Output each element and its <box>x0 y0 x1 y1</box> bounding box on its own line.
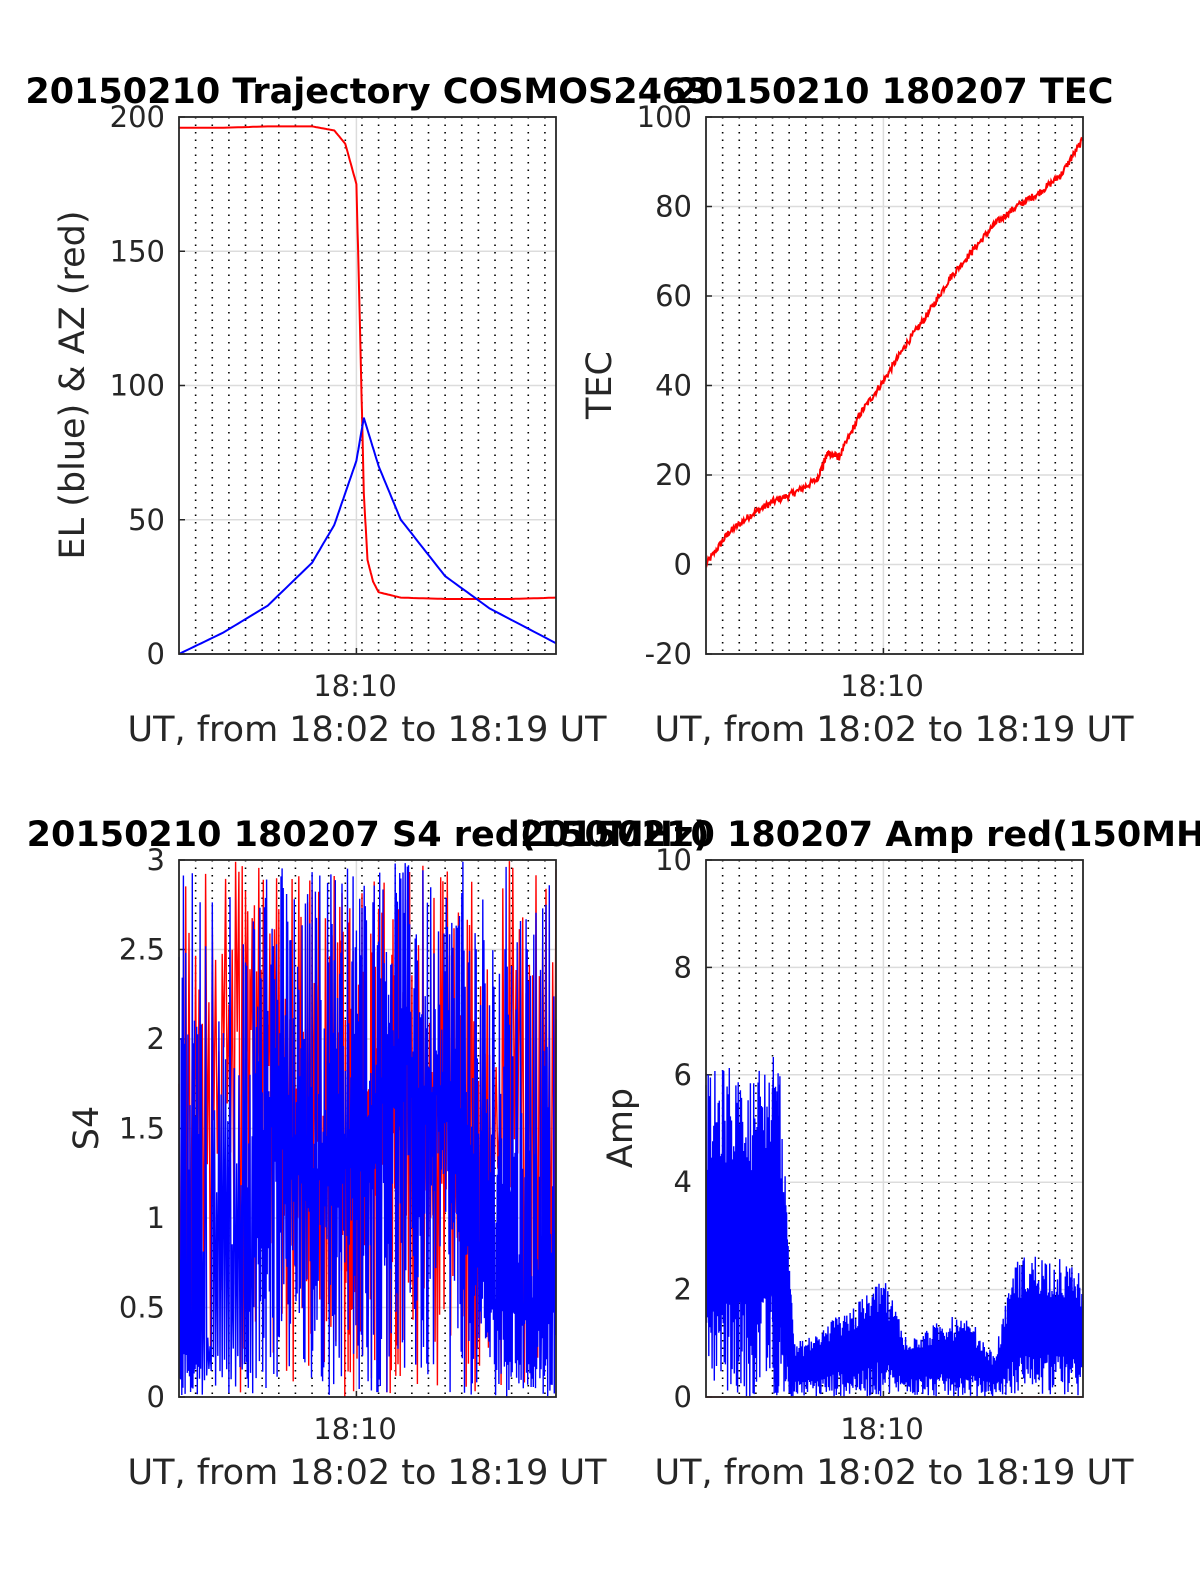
xtick-label-tec: 18:10 <box>840 669 924 703</box>
ytick-label: 0.5 <box>119 1291 165 1325</box>
ytick-label: 100 <box>110 369 165 403</box>
yticks-tec: -20 0 20 40 60 80 100 <box>637 100 692 671</box>
ytick-label: 8 <box>674 950 692 984</box>
ytick-label: 150 <box>110 234 165 268</box>
series-line-0 <box>179 125 557 600</box>
ytick-label: 80 <box>655 190 692 224</box>
series-line-1 <box>178 417 557 655</box>
series-line-0 <box>705 136 1084 568</box>
ytick-label: 60 <box>655 279 692 313</box>
series-tec <box>705 136 1084 568</box>
ytick-label: 2 <box>147 1022 165 1056</box>
yticks-trajectory: 0 50 100 150 200 <box>110 100 165 671</box>
series-line-0 <box>705 1056 1084 1398</box>
ytick-label: 1.5 <box>119 1112 165 1146</box>
ytick-label: 10 <box>655 843 692 877</box>
ytick-label: 20 <box>655 458 692 492</box>
title-tec: 20150210 180207 TEC <box>675 72 1114 112</box>
title-amp: 20150210 180207 Amp red(150MHz) <box>520 815 1200 855</box>
ytick-label: 0 <box>674 548 692 582</box>
xlabel-trajectory: UT, from 18:02 to 18:19 UT <box>127 710 607 750</box>
ylabel-s4: S4 <box>67 1106 107 1151</box>
xlabel-amp: UT, from 18:02 to 18:19 UT <box>654 1453 1134 1493</box>
series-line-1 <box>178 861 557 1397</box>
ylabel-tec: TEC <box>580 351 620 420</box>
axes-box-trajectory <box>178 116 557 655</box>
ylabel-trajectory: EL (blue) & AZ (red) <box>53 211 93 560</box>
axes-box-tec <box>705 116 1084 655</box>
ytick-label: 0 <box>147 1380 165 1414</box>
xlabel-s4: UT, from 18:02 to 18:19 UT <box>127 1453 607 1493</box>
ytick-label: 0 <box>147 637 165 671</box>
ytick-label: 4 <box>674 1165 692 1199</box>
ytick-label: 50 <box>128 503 165 537</box>
ytick-label: 0 <box>674 1380 692 1414</box>
ytick-label: 100 <box>637 100 692 134</box>
series-trajectory <box>178 125 557 655</box>
series-s4 <box>178 861 557 1397</box>
panel-tec: 20150210 180207 TEC TEC 18:10 UT, from 1… <box>580 72 1134 750</box>
xtick-label-trajectory: 18:10 <box>313 669 397 703</box>
ytick-label: 2.5 <box>119 933 165 967</box>
ytick-label: 6 <box>674 1058 692 1092</box>
axes-box-amp <box>705 859 1084 1398</box>
ytick-label: 1 <box>147 1201 165 1235</box>
title-trajectory: 20150210 Trajectory COSMOS2463 <box>25 72 710 112</box>
title-s4: 20150210 180207 S4 red(150MHz) <box>27 815 710 855</box>
ytick-label: 40 <box>655 369 692 403</box>
axes-box-s4 <box>178 859 557 1398</box>
yticks-s4: 0 0.5 1 1.5 2 2.5 3 <box>119 843 165 1414</box>
panel-trajectory: 20150210 Trajectory COSMOS2463 EL (blue)… <box>25 72 710 750</box>
ylabel-amp: Amp <box>601 1088 641 1168</box>
xlabel-tec: UT, from 18:02 to 18:19 UT <box>654 710 1134 750</box>
panel-amp: 20150210 180207 Amp red(150MHz) Amp 18:1… <box>520 815 1200 1493</box>
ytick-label: 2 <box>674 1273 692 1307</box>
panel-s4: 20150210 180207 S4 red(150MHz) S4 18:10 … <box>27 815 710 1493</box>
ytick-label: 3 <box>147 843 165 877</box>
xtick-label-amp: 18:10 <box>840 1412 924 1446</box>
ytick-label: -20 <box>645 637 692 671</box>
ytick-label: 200 <box>110 100 165 134</box>
xtick-label-s4: 18:10 <box>313 1412 397 1446</box>
yticks-amp: 0 2 4 6 8 10 <box>655 843 692 1414</box>
